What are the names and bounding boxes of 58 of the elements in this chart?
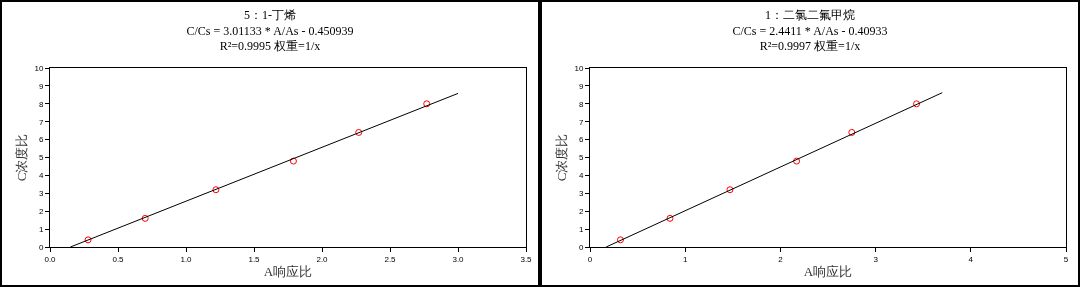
y-tick-label: 5: [578, 153, 584, 163]
point: [913, 100, 921, 108]
x-tick-label: 0: [587, 254, 593, 264]
chart-subtitle: C/Cs = 2.4411 * A/As - 0.40933: [732, 23, 888, 38]
y-tick-label: 4: [578, 171, 584, 181]
x-axis-title: A响应比: [803, 264, 853, 280]
point: [666, 214, 674, 222]
y-tick-label: 10: [34, 63, 44, 73]
x-tick-label: 0.5: [112, 254, 125, 264]
y-tick-label: 3: [578, 189, 584, 199]
y-tick-label: 7: [38, 117, 44, 127]
y-tick-label: 0: [578, 242, 584, 252]
y-tick-label: 9: [578, 81, 584, 91]
x-tick-label: 2.0: [316, 254, 329, 264]
chart-subtitle: C/Cs = 3.01133 * A/As - 0.450939: [186, 23, 354, 38]
point: [289, 157, 297, 165]
y-tick-label: 9: [38, 81, 44, 91]
y-tick-label: 8: [578, 99, 584, 109]
y-tick-label: 6: [578, 135, 584, 145]
y-tick-label: 2: [38, 207, 44, 216]
x-tick-label: 2.5: [384, 254, 397, 264]
x-tick-label: 4: [968, 254, 974, 264]
y-tick-label: 5: [38, 153, 44, 163]
y-tick-label: 6: [38, 135, 44, 145]
y-tick-label: 4: [38, 171, 44, 181]
x-tick-label: 3.5: [520, 254, 533, 264]
x-tick-label: 2: [778, 254, 784, 264]
x-tick-label: 1.5: [248, 254, 261, 264]
point: [726, 186, 734, 194]
y-tick-label: 7: [578, 117, 584, 127]
point: [355, 128, 363, 136]
chart-title: 1：二氯二氟甲烷: [765, 7, 855, 22]
text: R²=0.9995 权重=1/x: [219, 39, 321, 54]
x-tick-label: 3.0: [452, 254, 465, 264]
x-axis-title: A响应比: [263, 264, 313, 280]
point: [141, 214, 149, 222]
point: [793, 157, 801, 165]
y-tick-label: 2: [578, 207, 584, 216]
y-tick-label: 10: [574, 63, 584, 73]
text: R²=0.9997 权重=1/x: [759, 39, 861, 54]
chart-title: 5：1-丁烯: [244, 7, 296, 22]
point: [84, 236, 92, 244]
x-tick-label: 3: [873, 254, 879, 264]
x-tick-label: 1: [682, 254, 688, 264]
point: [423, 100, 431, 108]
point: [616, 236, 624, 244]
x-tick-label: 0.0: [44, 254, 57, 264]
y-axis-title: C浓度比: [14, 133, 30, 182]
y-tick-label: 1: [578, 224, 584, 234]
y-tick-label: 8: [38, 99, 44, 109]
x-tick-label: 5: [1063, 254, 1069, 264]
y-tick-label: 1: [38, 224, 44, 234]
y-tick-label: 0: [38, 242, 44, 252]
x-tick-label: 1.0: [180, 254, 193, 264]
y-tick-label: 3: [38, 189, 44, 199]
point: [848, 128, 856, 136]
point: [212, 186, 220, 194]
y-axis-title: C浓度比: [554, 133, 570, 182]
